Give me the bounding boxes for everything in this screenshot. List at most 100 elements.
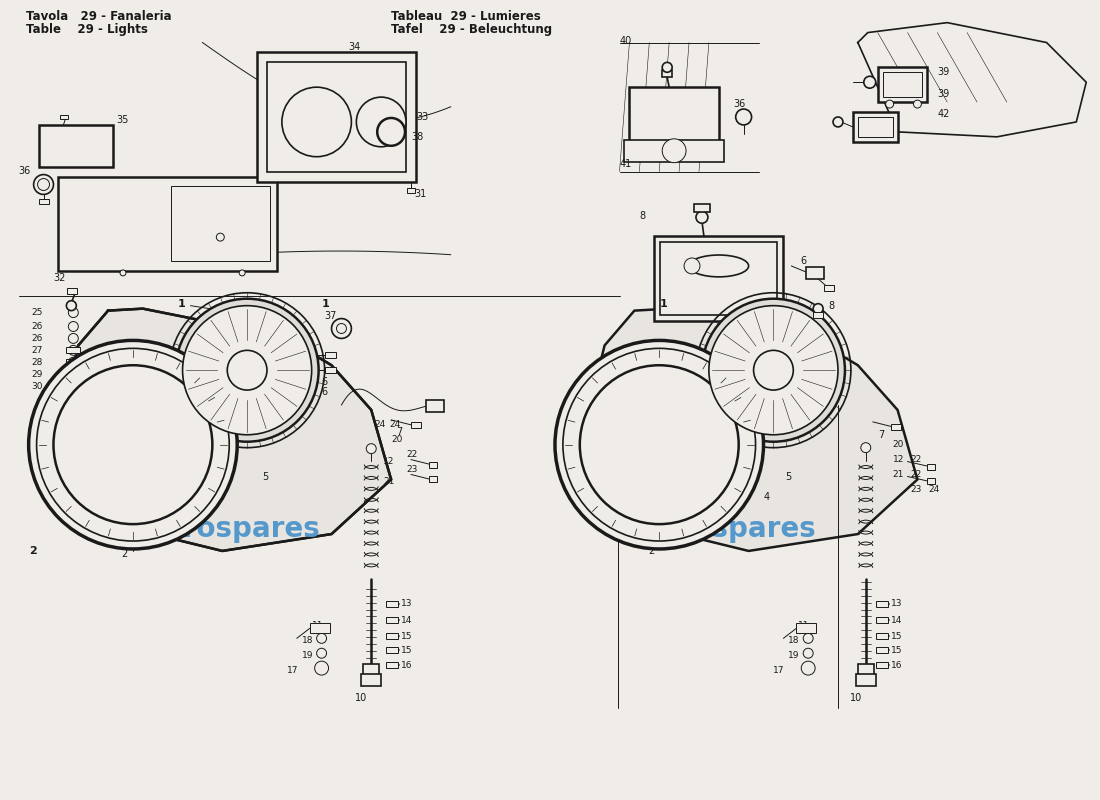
Text: 27: 27 bbox=[32, 346, 43, 355]
Text: 11: 11 bbox=[311, 621, 323, 630]
Bar bbox=[878, 67, 927, 102]
Bar bbox=[856, 674, 876, 686]
Circle shape bbox=[803, 648, 813, 658]
Circle shape bbox=[662, 62, 672, 72]
Bar bbox=[927, 478, 935, 485]
Circle shape bbox=[282, 87, 351, 157]
Text: 25: 25 bbox=[32, 308, 43, 317]
Text: 15: 15 bbox=[891, 646, 902, 654]
Circle shape bbox=[68, 381, 78, 391]
Text: 40: 40 bbox=[619, 35, 631, 46]
Text: 20: 20 bbox=[892, 440, 904, 449]
Text: 4: 4 bbox=[763, 492, 770, 502]
Bar bbox=[310, 623, 330, 634]
Bar bbox=[816, 352, 828, 358]
Text: 9: 9 bbox=[716, 327, 722, 338]
Bar bbox=[386, 647, 398, 654]
Bar bbox=[386, 601, 398, 606]
Bar bbox=[267, 62, 406, 171]
Bar bbox=[361, 674, 382, 686]
Circle shape bbox=[801, 661, 815, 675]
Text: 5: 5 bbox=[785, 473, 792, 482]
Text: 11: 11 bbox=[799, 621, 810, 630]
Bar bbox=[411, 422, 421, 428]
Circle shape bbox=[29, 341, 238, 549]
Text: CARELLO: CARELLO bbox=[696, 262, 741, 270]
Circle shape bbox=[696, 211, 708, 223]
Bar bbox=[58, 177, 277, 271]
Circle shape bbox=[803, 634, 813, 643]
Circle shape bbox=[120, 270, 127, 276]
Text: 8: 8 bbox=[639, 211, 646, 222]
Bar bbox=[882, 72, 923, 97]
Circle shape bbox=[662, 139, 686, 162]
Text: 3: 3 bbox=[619, 430, 626, 440]
Text: 16: 16 bbox=[402, 661, 412, 670]
Circle shape bbox=[317, 634, 327, 643]
Circle shape bbox=[34, 174, 54, 194]
Text: 1: 1 bbox=[321, 298, 329, 309]
Circle shape bbox=[183, 306, 311, 434]
Text: 12: 12 bbox=[892, 455, 904, 464]
Bar bbox=[386, 634, 398, 639]
Text: 23: 23 bbox=[406, 465, 417, 474]
Bar bbox=[654, 236, 783, 321]
Circle shape bbox=[68, 334, 78, 343]
Text: 28: 28 bbox=[32, 358, 43, 366]
Bar bbox=[852, 112, 898, 142]
Text: eurospares: eurospares bbox=[641, 515, 816, 543]
Circle shape bbox=[708, 306, 838, 434]
Bar bbox=[363, 664, 379, 676]
Circle shape bbox=[228, 350, 267, 390]
Bar bbox=[324, 367, 337, 373]
Circle shape bbox=[754, 350, 793, 390]
Text: 10: 10 bbox=[355, 693, 367, 703]
Text: 18: 18 bbox=[789, 636, 800, 645]
Text: Tafel    29 - Beleuchtung: Tafel 29 - Beleuchtung bbox=[392, 23, 552, 36]
Circle shape bbox=[239, 270, 245, 276]
Text: 21: 21 bbox=[892, 470, 904, 479]
Text: 2: 2 bbox=[648, 546, 654, 556]
Text: 33: 33 bbox=[416, 112, 428, 122]
Bar bbox=[796, 623, 816, 634]
Circle shape bbox=[68, 346, 78, 355]
Bar bbox=[891, 424, 901, 430]
Text: 7: 7 bbox=[396, 426, 403, 437]
Text: eurospares: eurospares bbox=[144, 356, 320, 384]
Bar bbox=[429, 477, 437, 482]
Text: 6: 6 bbox=[813, 377, 820, 387]
Text: 21: 21 bbox=[383, 477, 395, 486]
Text: .: . bbox=[91, 442, 94, 448]
Text: 2: 2 bbox=[121, 549, 128, 559]
Text: 24: 24 bbox=[374, 420, 385, 430]
Bar bbox=[39, 125, 113, 166]
Bar bbox=[629, 87, 718, 142]
Text: 14: 14 bbox=[891, 616, 902, 625]
Circle shape bbox=[315, 661, 329, 675]
Bar bbox=[876, 662, 888, 668]
Text: 32: 32 bbox=[54, 273, 66, 283]
Circle shape bbox=[886, 100, 893, 108]
Text: 13: 13 bbox=[402, 599, 412, 608]
Bar bbox=[39, 199, 48, 204]
Text: 8: 8 bbox=[828, 301, 834, 310]
Text: 24: 24 bbox=[928, 485, 939, 494]
Bar bbox=[806, 267, 824, 279]
Bar bbox=[660, 242, 778, 314]
Text: 16: 16 bbox=[891, 661, 902, 670]
Text: 23: 23 bbox=[911, 485, 922, 494]
Circle shape bbox=[217, 233, 224, 241]
Bar bbox=[858, 664, 873, 676]
Text: 15: 15 bbox=[402, 632, 412, 641]
Circle shape bbox=[366, 444, 376, 454]
Text: 1: 1 bbox=[177, 298, 186, 309]
Text: eurospares: eurospares bbox=[144, 515, 320, 543]
Text: 20: 20 bbox=[392, 435, 403, 444]
Text: 36: 36 bbox=[734, 99, 746, 109]
Text: 17: 17 bbox=[773, 666, 785, 674]
Bar bbox=[858, 117, 892, 137]
Polygon shape bbox=[590, 309, 917, 551]
Text: 3: 3 bbox=[94, 430, 99, 440]
Bar bbox=[257, 53, 416, 182]
Bar bbox=[824, 285, 834, 290]
